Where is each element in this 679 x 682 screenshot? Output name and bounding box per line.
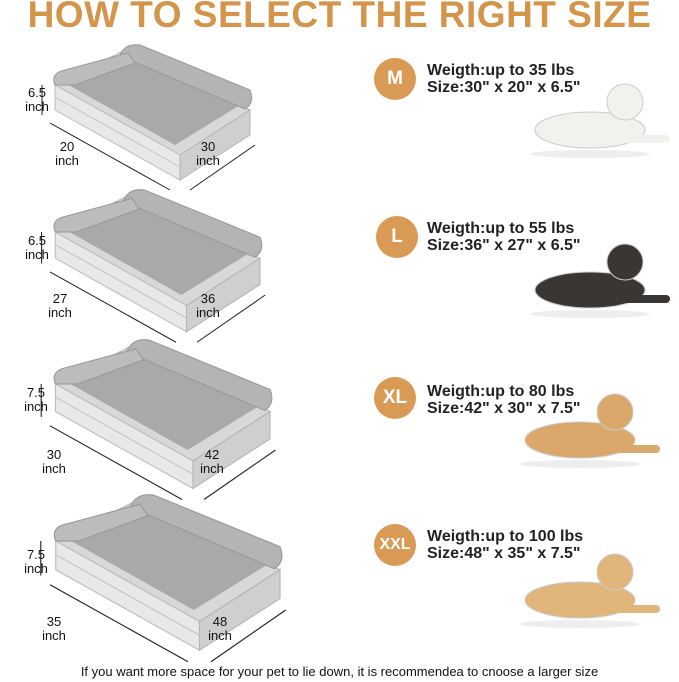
dimensions-text: Size:36" x 27" x 6.5" xyxy=(427,237,581,254)
bed-xl xyxy=(40,339,276,500)
size-badge: XL xyxy=(374,377,416,419)
size-spec: Weigth:up to 35 lbs Size:30" x 20" x 6.5" xyxy=(427,62,581,96)
depth-label: 35 inch xyxy=(34,615,74,643)
page-title: HOW TO SELECT THE RIGHT SIZE xyxy=(27,0,652,35)
depth-label-unit: inch xyxy=(55,153,79,168)
width-label-unit: inch xyxy=(208,628,232,643)
height-label-value: 6.5 xyxy=(27,85,47,100)
height-label: 7.5 inch xyxy=(16,386,56,414)
weight-text: Weigth:up to 100 lbs xyxy=(427,528,584,545)
dimensions-text: Size:30" x 20" x 6.5" xyxy=(427,79,581,96)
size-spec: Weigth:up to 80 lbs Size:42" x 30" x 7.5" xyxy=(427,383,581,417)
height-label-value: 7.5 xyxy=(26,385,46,400)
width-label-value: 30 xyxy=(200,139,216,154)
size-badge: M xyxy=(374,58,416,100)
height-label-unit: inch xyxy=(25,99,49,114)
dog-m-image xyxy=(530,83,670,158)
dog-xxl-image xyxy=(520,553,660,628)
height-label: 6.5 inch xyxy=(17,86,57,114)
height-label: 6.5 inch xyxy=(17,234,57,262)
height-label: 7.5 inch xyxy=(16,548,56,576)
depth-label-unit: inch xyxy=(42,461,66,476)
height-label-unit: inch xyxy=(24,561,48,576)
width-label-unit: inch xyxy=(196,153,220,168)
depth-label-value: 30 xyxy=(46,447,62,462)
dimensions-text: Size:42" x 30" x 7.5" xyxy=(427,400,581,417)
weight-text: Weigth:up to 35 lbs xyxy=(427,62,575,79)
height-label-unit: inch xyxy=(25,247,49,262)
depth-label-unit: inch xyxy=(42,628,66,643)
dog-l-image xyxy=(530,243,670,318)
bed-xxl xyxy=(40,494,287,663)
dog-xl-image xyxy=(520,393,660,468)
width-label-unit: inch xyxy=(196,305,220,320)
height-label-value: 6.5 xyxy=(27,233,47,248)
depth-label: 30 inch xyxy=(34,448,74,476)
size-badge: L xyxy=(376,216,418,258)
width-label-value: 48 xyxy=(212,614,228,629)
height-label-value: 7.5 xyxy=(26,547,46,562)
width-label: 30 inch xyxy=(188,140,228,168)
width-label: 42 inch xyxy=(192,448,232,476)
depth-label-value: 27 xyxy=(52,291,68,306)
width-label-unit: inch xyxy=(200,461,224,476)
size-badge: XXL xyxy=(374,524,416,566)
width-label-value: 36 xyxy=(200,291,216,306)
size-spec: Weigth:up to 55 lbs Size:36" x 27" x 6.5" xyxy=(427,220,581,254)
height-label-unit: inch xyxy=(24,399,48,414)
width-label-value: 42 xyxy=(204,447,220,462)
width-label: 36 inch xyxy=(188,292,228,320)
bed-m xyxy=(41,44,256,191)
weight-text: Weigth:up to 55 lbs xyxy=(427,220,575,237)
depth-label-value: 20 xyxy=(59,139,75,154)
width-label: 48 inch xyxy=(200,615,240,643)
size-spec: Weigth:up to 100 lbs Size:48" x 35" x 7.5… xyxy=(427,528,583,562)
depth-label: 27 inch xyxy=(40,292,80,320)
depth-label-unit: inch xyxy=(48,305,72,320)
depth-label: 20 inch xyxy=(47,140,87,168)
footer-note: If you want more space for your pet to l… xyxy=(80,664,599,679)
bed-l xyxy=(41,189,266,343)
weight-text: Weigth:up to 80 lbs xyxy=(427,383,575,400)
depth-label-value: 35 xyxy=(46,614,62,629)
dimensions-text: Size:48" x 35" x 7.5" xyxy=(427,545,581,562)
